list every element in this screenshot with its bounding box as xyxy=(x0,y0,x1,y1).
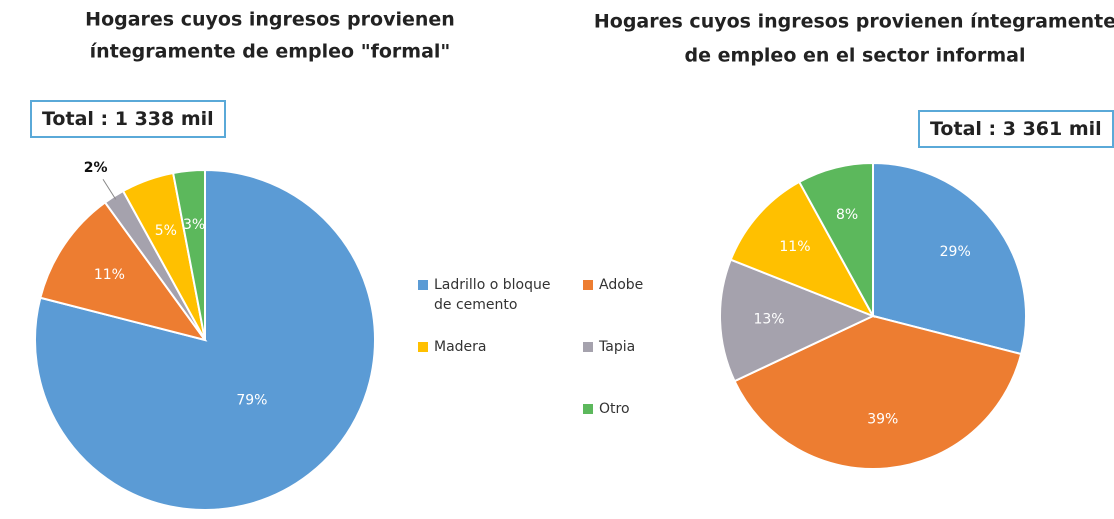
data-label: 11% xyxy=(779,239,810,255)
legend-swatch xyxy=(583,342,593,352)
pie-slice xyxy=(39,201,208,342)
total-label: Total : 3 361 mil xyxy=(918,110,1114,148)
legend-swatch xyxy=(418,342,428,352)
pie-slice xyxy=(171,168,206,341)
data-label: 8% xyxy=(836,207,858,223)
data-label: 2% xyxy=(84,160,108,176)
legend-entry: Ladrillo o bloque de cemento xyxy=(418,275,564,315)
pie-slice xyxy=(797,161,874,317)
pie-slice xyxy=(729,180,876,318)
data-label: 29% xyxy=(940,244,971,260)
data-label: 11% xyxy=(94,267,125,283)
chart-title: Hogares cuyos ingresos provienen íntegra… xyxy=(594,11,1114,33)
data-label: 5% xyxy=(155,223,177,239)
legend-swatch xyxy=(418,280,428,290)
total-label: Total : 1 338 mil xyxy=(30,100,226,138)
data-label: 79% xyxy=(236,392,267,408)
data-label: 13% xyxy=(753,311,784,327)
legend-entry: Adobe xyxy=(583,275,729,295)
leader-line xyxy=(102,178,117,200)
pie-slice xyxy=(872,161,1027,356)
chart-title: Hogares cuyos ingresos provienen xyxy=(85,9,455,31)
legend-swatch xyxy=(583,404,593,414)
pie-slice xyxy=(34,168,376,511)
data-label: 39% xyxy=(867,412,898,428)
legend-entry: Madera xyxy=(418,337,564,357)
data-label: 3% xyxy=(183,217,205,233)
chart-title: íntegramente de empleo "formal" xyxy=(90,41,451,63)
legend-entry: Tapia xyxy=(583,337,729,357)
pie-slice xyxy=(733,314,1023,470)
legend-entry: Otro xyxy=(583,399,729,419)
legend-swatch xyxy=(583,280,593,290)
chart-title: de empleo en el sector informal xyxy=(685,45,1026,67)
pie-slice xyxy=(719,258,876,383)
